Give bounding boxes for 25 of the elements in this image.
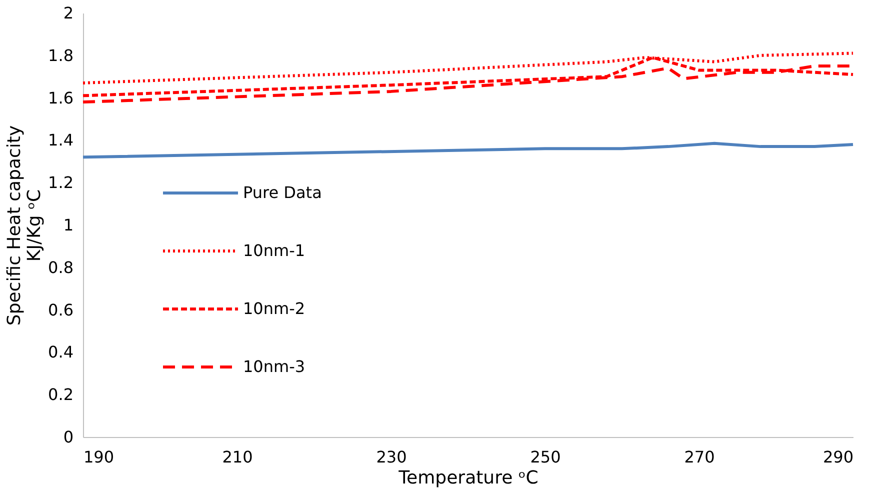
legend-label: 10nm-1 [243, 241, 306, 260]
y-tick-label: 0.4 [48, 342, 74, 362]
y-tick-label: 0 [63, 428, 74, 446]
x-tick-label: 250 [530, 448, 561, 466]
x-tick-label: 210 [222, 448, 253, 466]
text: KJ/Kg ᵒC [24, 189, 46, 262]
legend-label: 10nm-3 [243, 357, 306, 376]
x-tick-label: 230 [376, 448, 407, 466]
y-tick-label: 1.4 [48, 130, 74, 150]
y-tick-label: 2 [63, 4, 74, 22]
legend-label: 10nm-2 [243, 299, 306, 318]
legend-label: Pure Data [243, 183, 322, 202]
y-tick-label: 0.2 [48, 385, 74, 404]
y-tick-label: 1.6 [48, 88, 74, 108]
x-tick-label: 270 [684, 448, 715, 466]
y-tick-label: 1 [63, 216, 74, 234]
x-tick-label: 190 [84, 448, 114, 466]
y-tick-label: 0.8 [48, 258, 74, 277]
y-tick-label: 1.2 [48, 173, 74, 192]
line-series [82, 142, 854, 159]
x-axis-title: Temperature ᵒC [398, 468, 538, 488]
text: Specific Heat capacity [4, 125, 26, 326]
y-tick-label: 1.8 [48, 46, 74, 65]
y-tick-label: 0.6 [48, 300, 74, 320]
x-tick-label: 290 [822, 448, 854, 466]
